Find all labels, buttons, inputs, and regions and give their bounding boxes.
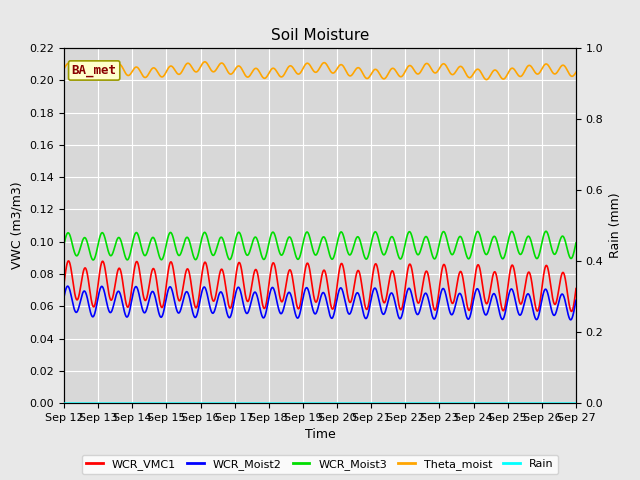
- X-axis label: Time: Time: [305, 429, 335, 442]
- Title: Soil Moisture: Soil Moisture: [271, 28, 369, 43]
- Y-axis label: VWC (m3/m3): VWC (m3/m3): [11, 182, 24, 269]
- Legend: WCR_VMC1, WCR_Moist2, WCR_Moist3, Theta_moist, Rain: WCR_VMC1, WCR_Moist2, WCR_Moist3, Theta_…: [82, 455, 558, 474]
- Y-axis label: Rain (mm): Rain (mm): [609, 193, 622, 258]
- Text: BA_met: BA_met: [72, 64, 116, 77]
